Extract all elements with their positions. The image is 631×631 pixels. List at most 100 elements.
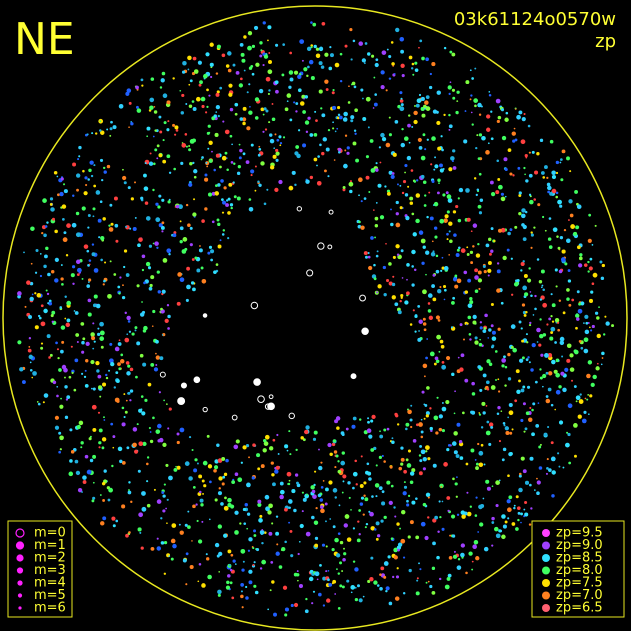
star — [61, 283, 64, 286]
star — [547, 190, 550, 194]
star — [491, 516, 495, 521]
star — [236, 171, 241, 176]
star — [87, 226, 90, 229]
star — [17, 294, 21, 299]
star — [261, 541, 264, 545]
star — [140, 546, 144, 550]
star — [39, 253, 42, 255]
star — [433, 415, 439, 421]
star — [91, 336, 96, 341]
star — [141, 301, 143, 303]
star — [214, 459, 219, 464]
star — [411, 67, 414, 70]
star — [534, 489, 536, 491]
star — [203, 73, 208, 79]
star — [521, 356, 525, 360]
star — [91, 252, 96, 257]
star — [202, 460, 208, 466]
star — [425, 95, 430, 99]
star — [427, 302, 431, 305]
star — [388, 133, 392, 137]
star — [290, 603, 294, 608]
star — [381, 454, 384, 458]
star — [89, 458, 94, 463]
star — [405, 215, 410, 221]
star — [463, 139, 468, 144]
star — [478, 462, 484, 468]
star — [100, 236, 105, 241]
star — [526, 385, 531, 389]
star — [564, 262, 568, 266]
star — [70, 450, 75, 454]
star — [173, 167, 176, 171]
star — [92, 347, 95, 350]
magnitude-marker — [15, 541, 25, 550]
star — [209, 480, 212, 484]
star — [363, 251, 368, 256]
star — [368, 265, 373, 271]
star — [166, 498, 169, 501]
star — [452, 477, 455, 481]
star — [435, 254, 439, 258]
star — [179, 89, 182, 92]
star — [526, 341, 529, 344]
star — [60, 397, 62, 400]
star — [567, 279, 572, 283]
star — [205, 111, 208, 114]
star — [518, 379, 521, 383]
star — [394, 120, 399, 124]
star — [203, 484, 207, 488]
star — [288, 430, 291, 433]
star — [348, 496, 351, 499]
star — [177, 272, 182, 277]
star — [284, 507, 288, 512]
star — [224, 496, 227, 500]
star — [297, 579, 299, 582]
star — [374, 168, 379, 172]
star — [43, 308, 48, 314]
star — [222, 200, 227, 205]
star — [532, 402, 536, 406]
star — [232, 63, 236, 67]
star — [455, 252, 460, 257]
star — [477, 531, 480, 533]
star — [448, 254, 450, 256]
star — [214, 498, 218, 502]
star — [84, 176, 88, 180]
star — [41, 231, 44, 235]
star — [175, 465, 177, 468]
star — [267, 39, 269, 42]
star — [90, 332, 95, 337]
star — [141, 310, 146, 314]
star — [540, 269, 545, 274]
star — [589, 326, 591, 329]
star — [427, 516, 430, 519]
star — [507, 148, 512, 153]
star — [601, 263, 605, 268]
star — [437, 530, 440, 534]
star — [214, 191, 219, 196]
star — [350, 509, 352, 511]
star — [569, 213, 574, 218]
star — [496, 269, 501, 274]
star — [442, 284, 447, 289]
star — [585, 321, 589, 325]
star — [475, 462, 479, 466]
star — [329, 518, 332, 520]
star — [206, 165, 209, 168]
star — [525, 411, 530, 416]
star — [485, 243, 490, 248]
star — [420, 418, 423, 421]
star — [557, 246, 561, 250]
star — [248, 110, 253, 115]
star — [201, 583, 206, 588]
star — [306, 493, 309, 496]
star — [84, 384, 89, 388]
star — [325, 147, 330, 152]
star — [217, 524, 222, 529]
star — [108, 369, 111, 372]
star — [496, 159, 500, 163]
star — [142, 362, 147, 367]
star — [43, 393, 49, 398]
star — [179, 220, 182, 223]
